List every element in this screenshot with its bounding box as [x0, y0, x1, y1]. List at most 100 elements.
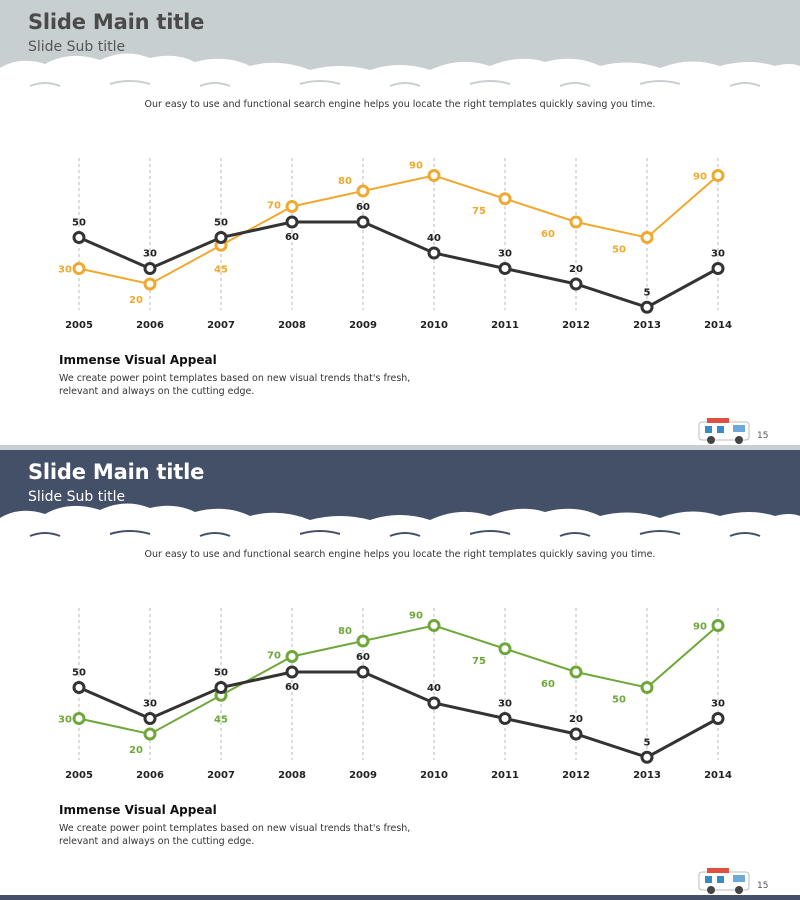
cloud-banner — [0, 450, 800, 545]
data-label-green: 90 — [693, 622, 707, 633]
data-point-dark — [143, 262, 157, 275]
data-label-orange: 75 — [472, 206, 486, 217]
data-label-orange: 20 — [129, 295, 143, 306]
data-point-dark — [498, 712, 512, 725]
data-point-orange — [72, 262, 86, 275]
data-label-orange: 45 — [214, 264, 228, 275]
data-point-green — [356, 634, 370, 648]
line-chart: 2005 2006 2007 2008 2009 2010 2011 2012 2013 2014… — [58, 158, 732, 331]
data-point-dark — [285, 665, 299, 679]
intro-text: Our easy to use and functional search en… — [144, 549, 656, 560]
data-label-dark: 30 — [711, 699, 725, 710]
data-label-dark: 50 — [214, 218, 228, 229]
section-body-line-1: We create power point templates based on… — [59, 373, 411, 384]
data-label-orange: 80 — [338, 176, 352, 187]
data-label-dark: 30 — [143, 699, 157, 710]
page-number: 15 — [757, 881, 769, 891]
x-tick-label: 2013 — [633, 770, 661, 781]
data-label-green: 20 — [129, 745, 143, 756]
data-point-dark — [72, 231, 86, 244]
data-label-dark: 50 — [72, 668, 86, 679]
data-point-green — [569, 665, 583, 679]
data-label-green: 50 — [612, 695, 626, 706]
data-label-orange: 90 — [409, 161, 423, 172]
series-line-dark — [78, 220, 719, 309]
x-tick-label: 2005 — [65, 320, 93, 331]
data-label-green: 45 — [214, 714, 228, 725]
slide-2: Slide Main title Slide Sub title Our eas… — [0, 450, 800, 900]
data-label-dark: 30 — [143, 249, 157, 260]
section-body-line-2: relevant and always on the cutting edge. — [59, 836, 255, 847]
data-label-dark: 60 — [285, 682, 299, 693]
section-body-line-2: relevant and always on the cutting edge. — [59, 386, 255, 397]
section-heading: Immense Visual Appeal — [59, 353, 217, 367]
x-tick-label: 2011 — [491, 770, 519, 781]
cloud-banner — [0, 0, 800, 95]
data-point-green — [711, 619, 725, 632]
data-point-dark — [569, 727, 583, 741]
x-tick-label: 2009 — [349, 320, 377, 331]
data-label-orange: 30 — [58, 265, 72, 276]
x-tick-label: 2006 — [136, 770, 164, 781]
intro-text: Our easy to use and functional search en… — [144, 99, 656, 110]
bottom-band — [0, 445, 800, 450]
data-point-dark — [143, 712, 157, 725]
data-point-orange — [285, 200, 299, 213]
x-tick-label: 2007 — [207, 320, 235, 331]
series-line-orange — [78, 174, 719, 286]
ambulance-icon — [698, 418, 750, 444]
x-tick-label: 2012 — [562, 770, 590, 781]
data-label-green: 30 — [58, 715, 72, 726]
x-tick-label: 2009 — [349, 770, 377, 781]
data-label-dark: 60 — [356, 652, 370, 663]
x-tick-label: 2005 — [65, 770, 93, 781]
data-point-orange — [427, 169, 441, 182]
series-line-green — [78, 624, 719, 736]
x-tick-label: 2008 — [278, 320, 306, 331]
data-point-dark — [640, 750, 654, 764]
data-label-orange: 60 — [541, 229, 555, 240]
x-tick-label: 2010 — [420, 320, 448, 331]
x-tick-label: 2010 — [420, 770, 448, 781]
data-point-dark — [711, 262, 725, 275]
data-label-green: 75 — [472, 656, 486, 667]
data-point-dark — [427, 246, 441, 260]
data-label-orange: 70 — [267, 201, 281, 212]
slide-1: Slide Main title Slide Sub title Our eas… — [0, 0, 800, 450]
data-point-dark — [72, 681, 86, 694]
data-label-dark: 5 — [644, 287, 651, 298]
data-point-orange — [498, 192, 512, 206]
data-label-dark: 40 — [427, 233, 441, 244]
data-point-dark — [356, 665, 370, 679]
data-point-dark — [569, 277, 583, 291]
line-chart: 2005 2006 2007 2008 2009 2010 2011 2012 2013 2014… — [58, 608, 732, 781]
data-label-dark: 20 — [569, 264, 583, 275]
slide-main-title: Slide Main title — [28, 10, 205, 34]
data-point-orange — [143, 277, 157, 291]
data-point-green — [285, 650, 299, 663]
data-label-dark: 30 — [498, 699, 512, 710]
x-tick-label: 2014 — [704, 320, 732, 331]
data-point-green — [427, 619, 441, 632]
data-label-dark: 20 — [569, 714, 583, 725]
slide-main-title: Slide Main title — [28, 460, 205, 484]
data-point-dark — [498, 262, 512, 275]
data-label-dark: 30 — [711, 249, 725, 260]
x-tick-label: 2008 — [278, 770, 306, 781]
data-point-dark — [214, 681, 228, 694]
data-label-green: 70 — [267, 651, 281, 662]
data-point-dark — [640, 300, 654, 314]
x-tick-label: 2011 — [491, 320, 519, 331]
data-point-dark — [427, 696, 441, 710]
bottom-band — [0, 895, 800, 900]
data-label-orange: 90 — [693, 172, 707, 183]
data-point-orange — [711, 169, 725, 182]
slide-sub-title: Slide Sub title — [28, 39, 126, 55]
data-point-orange — [356, 184, 370, 198]
data-label-dark: 60 — [356, 202, 370, 213]
data-point-green — [72, 712, 86, 725]
data-label-orange: 50 — [612, 245, 626, 256]
data-point-dark — [214, 231, 228, 244]
data-label-dark: 60 — [285, 232, 299, 243]
data-label-green: 90 — [409, 611, 423, 622]
